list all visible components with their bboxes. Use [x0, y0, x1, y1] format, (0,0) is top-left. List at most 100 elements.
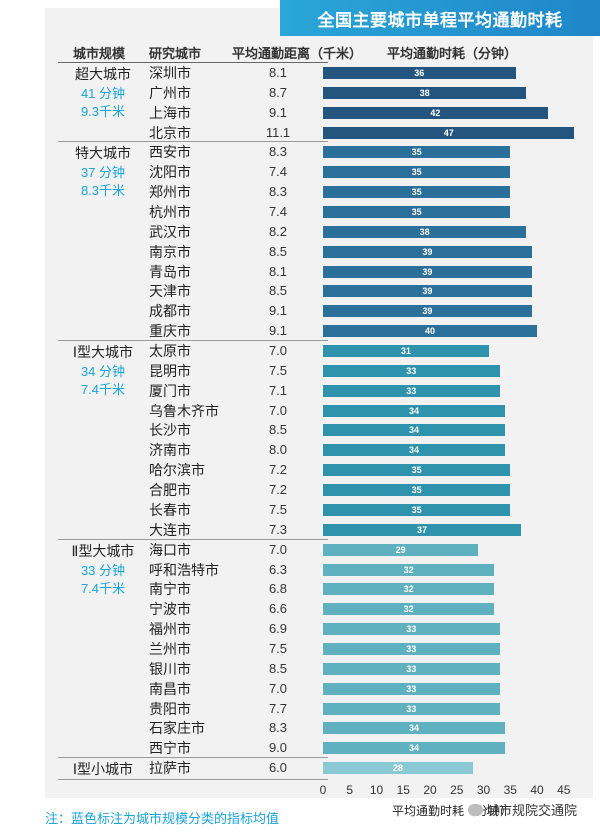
bar: [323, 206, 511, 219]
bar: [323, 424, 505, 437]
bar-row: 宁波市 6.6 32: [0, 599, 600, 619]
group-separator: [58, 538, 328, 540]
bar-value-label: 32: [403, 564, 414, 575]
bar-value-label: 34: [408, 405, 419, 416]
bar: [323, 583, 495, 596]
city-label: 哈尔滨市: [149, 462, 205, 479]
bar-value-label: 28: [392, 763, 403, 774]
distance-value: 8.3: [268, 720, 288, 736]
bar-row: 济南市 8.0 34: [0, 440, 600, 460]
city-label: 银川市: [149, 660, 191, 677]
city-label: 乌鲁木齐市: [149, 402, 219, 419]
city-label: 武汉市: [149, 223, 191, 240]
group-avg-distance: 7.4千米: [80, 580, 126, 596]
bar: [323, 166, 511, 179]
bar-row: 南昌市 7.0 33: [0, 679, 600, 699]
bar-value-label: 42: [430, 107, 441, 118]
bar-row: 石家庄市 8.3 34: [0, 718, 600, 738]
distance-value: 8.3: [268, 184, 288, 200]
group-avg-distance: 9.3千米: [80, 104, 126, 119]
city-label: 海口市: [149, 541, 191, 558]
bar-row: 青岛市 8.1 39: [0, 262, 600, 282]
bar-value-label: 35: [411, 147, 422, 158]
distance-value: 8.1: [268, 65, 288, 80]
distance-value: 6.6: [268, 601, 288, 617]
x-tick-label: 40: [530, 783, 544, 797]
x-tick-label: 15: [396, 783, 410, 797]
city-label: 南京市: [149, 243, 191, 260]
bar-row: 福州市 6.9 33: [0, 619, 600, 639]
bar-row: 重庆市 9.1 40: [0, 321, 600, 341]
distance-value: 7.0: [268, 343, 288, 359]
city-label: 宁波市: [149, 601, 191, 618]
bar: [323, 146, 511, 159]
distance-value: 7.2: [268, 462, 288, 478]
group-name: Ⅱ型大城市: [71, 542, 135, 559]
bar: [323, 464, 511, 477]
distance-value: 9.1: [268, 104, 288, 120]
bar-value-label: 39: [422, 286, 433, 297]
group-separator: [58, 340, 328, 342]
bar-value-label: 32: [403, 604, 414, 615]
bar-value-label: 35: [411, 504, 422, 515]
bar: [323, 325, 537, 338]
bar-row: 天津市 8.5 39: [0, 281, 600, 301]
distance-value: 11.1: [265, 124, 291, 140]
city-label: 深圳市: [149, 65, 191, 81]
group-separator: [58, 778, 328, 780]
bar-row: 乌鲁木齐市 7.0 34: [0, 401, 600, 421]
city-label: 广州市: [149, 84, 191, 101]
bar: [323, 106, 548, 119]
x-tick-label: 35: [503, 783, 517, 797]
city-label: 兰州市: [149, 640, 191, 657]
distance-value: 8.3: [268, 144, 288, 160]
bar-value-label: 35: [411, 167, 422, 178]
city-label: 大连市: [149, 521, 191, 538]
bar-value-label: 35: [411, 187, 422, 198]
bar-value-label: 34: [408, 723, 419, 734]
city-label: 重庆市: [149, 323, 191, 340]
bar-value-label: 33: [406, 683, 417, 694]
distance-value: 7.3: [268, 521, 288, 537]
wechat-icon: [468, 803, 483, 816]
bar-row: 南宁市 6.8 32: [0, 579, 600, 599]
group-avg-time: 34 分钟: [80, 364, 126, 380]
bar-value-label: 38: [419, 87, 430, 98]
city-label: 福州市: [149, 621, 191, 638]
bar: [323, 364, 500, 377]
city-label: 天津市: [149, 283, 191, 300]
x-tick-label: 20: [423, 783, 437, 797]
bar-value-label: 34: [408, 445, 419, 456]
distance-value: 8.5: [268, 243, 288, 259]
bar-value-label: 33: [406, 703, 417, 714]
distance-value: 9.1: [268, 323, 288, 339]
bar-value-label: 35: [411, 485, 422, 496]
x-tick-label: 30: [476, 783, 491, 797]
bar-value-label: 40: [424, 326, 435, 337]
bar-row: 大连市 7.3 37: [0, 520, 600, 540]
x-tick-label: 5: [346, 783, 354, 797]
bar-value-label: 37: [416, 524, 427, 535]
bar-value-label: 35: [411, 207, 422, 218]
group-name: Ⅰ型大城市: [72, 344, 134, 361]
bar-row: 昆明市 7.5 33: [0, 361, 600, 381]
bar-row: 银川市 8.5 33: [0, 659, 600, 679]
bar-row: 广州市 8.7 38: [0, 83, 600, 103]
city-label: 南昌市: [149, 680, 191, 697]
bar: [323, 603, 495, 616]
bar-value-label: 29: [395, 544, 406, 555]
city-label: 石家庄市: [149, 720, 205, 737]
bar: [323, 67, 516, 79]
distance-value: 7.1: [268, 382, 288, 398]
bar-value-label: 33: [406, 663, 417, 674]
bar: [323, 523, 521, 536]
chart-title: 全国主要城市单程平均通勤时耗: [280, 0, 600, 36]
bar-value-label: 39: [422, 266, 433, 277]
distance-value: 8.5: [268, 283, 288, 299]
distance-value: 7.0: [268, 402, 288, 418]
distance-value: 8.1: [268, 263, 288, 279]
group-avg-time: 41 分钟: [80, 86, 126, 101]
bar-row: 合肥市 7.2 35: [0, 480, 600, 500]
bar: [323, 543, 479, 556]
city-label: 长春市: [149, 501, 191, 518]
